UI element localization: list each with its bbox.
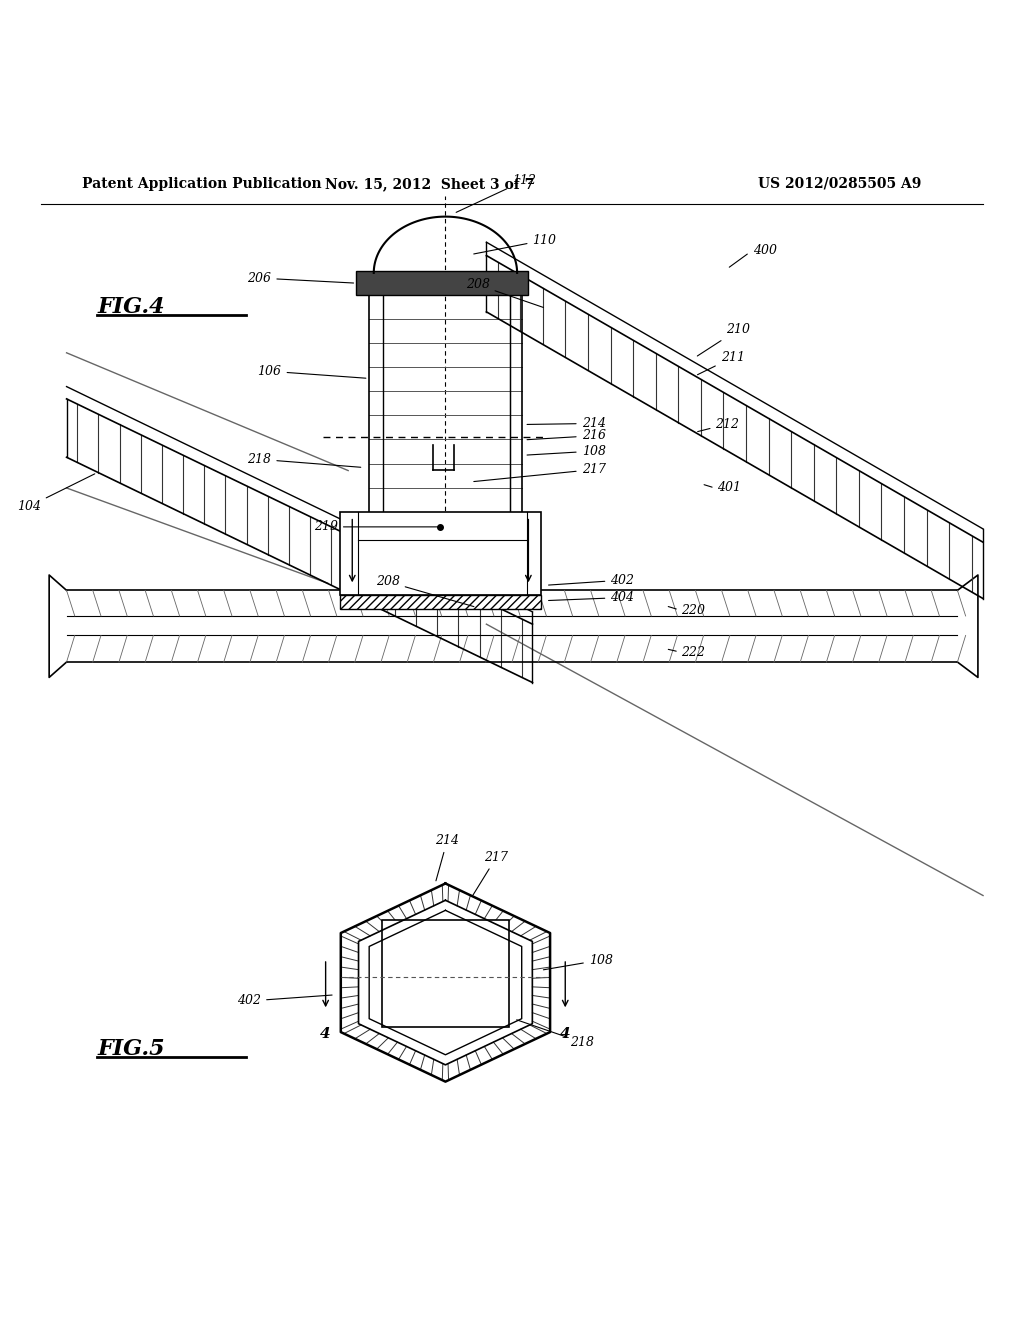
Text: US 2012/0285505 A9: US 2012/0285505 A9 xyxy=(758,177,922,191)
Text: 214: 214 xyxy=(435,834,459,880)
Text: 400: 400 xyxy=(753,244,776,257)
Text: FIG.5: FIG.5 xyxy=(97,1038,165,1060)
Text: 219: 219 xyxy=(314,520,437,533)
Text: 206: 206 xyxy=(248,272,353,285)
Text: 5: 5 xyxy=(346,531,358,548)
Text: 106: 106 xyxy=(258,364,366,379)
Text: 108: 108 xyxy=(544,953,612,970)
Polygon shape xyxy=(356,271,528,296)
Text: 110: 110 xyxy=(474,234,556,253)
Text: 4: 4 xyxy=(321,1027,331,1040)
Text: 218: 218 xyxy=(248,453,360,467)
Text: 402: 402 xyxy=(549,574,634,586)
Text: 401: 401 xyxy=(717,482,740,495)
Polygon shape xyxy=(340,595,541,609)
Text: 214: 214 xyxy=(527,417,605,430)
Text: 208: 208 xyxy=(376,576,474,607)
Polygon shape xyxy=(340,512,541,595)
Text: 112: 112 xyxy=(456,174,536,213)
Text: FIG.4: FIG.4 xyxy=(97,296,165,318)
Text: Patent Application Publication: Patent Application Publication xyxy=(82,177,322,191)
Text: 108: 108 xyxy=(527,445,605,458)
Text: Nov. 15, 2012  Sheet 3 of 7: Nov. 15, 2012 Sheet 3 of 7 xyxy=(326,177,535,191)
Text: 220: 220 xyxy=(681,605,705,618)
Text: 222: 222 xyxy=(681,647,705,659)
Text: 217: 217 xyxy=(474,463,605,482)
Text: 211: 211 xyxy=(697,351,744,375)
Text: 404: 404 xyxy=(549,591,634,605)
Text: 4: 4 xyxy=(560,1027,570,1040)
Text: 216: 216 xyxy=(527,429,605,442)
Text: 212: 212 xyxy=(697,417,739,432)
Polygon shape xyxy=(382,920,509,1027)
Text: 210: 210 xyxy=(697,323,750,356)
Text: 104: 104 xyxy=(17,474,95,513)
Text: 208: 208 xyxy=(466,279,544,308)
Text: 402: 402 xyxy=(238,994,332,1007)
Text: 217: 217 xyxy=(472,851,508,896)
Text: 5: 5 xyxy=(522,531,535,548)
Text: 218: 218 xyxy=(517,1020,594,1049)
